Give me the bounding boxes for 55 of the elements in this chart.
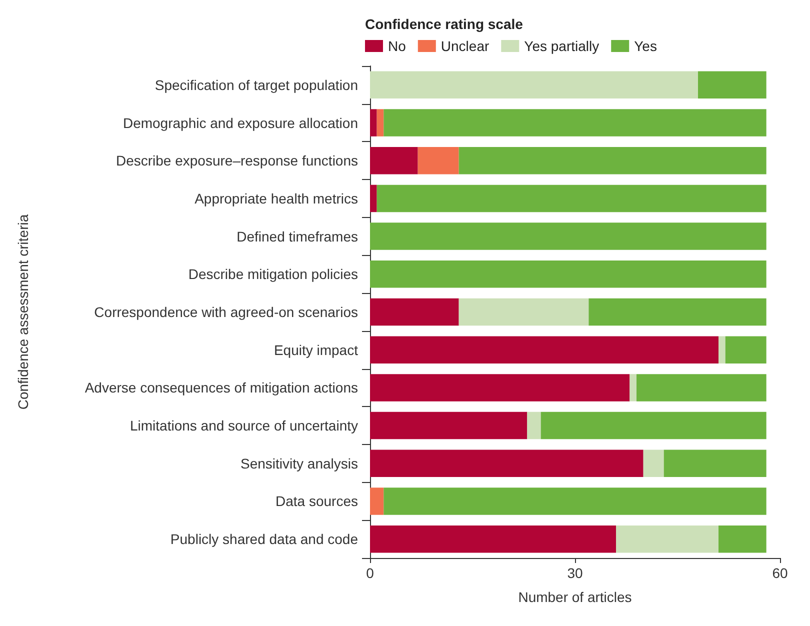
bar [384,488,766,515]
x-tick-label: 30 [567,565,583,581]
legend-label: Unclear [440,38,490,54]
bar [636,374,766,402]
bar [630,374,636,402]
bar [540,412,766,440]
bar [588,298,766,326]
y-axis-title: Confidence assessment criteria [15,214,31,410]
y-tick-label: Equity impact [274,342,358,358]
x-axis-title: Number of articles [518,589,632,605]
y-tick-label: Demographic and exposure allocation [122,114,358,131]
y-tick-label: Specification of target population [154,76,358,93]
bar [370,222,766,250]
bar [370,71,698,99]
bar [616,525,718,553]
legend-label: Yes partially [524,38,600,54]
y-tick-label: Describe exposure–response functions [116,152,358,169]
bar [370,450,644,478]
bar [370,298,459,326]
legend-label: No [388,38,406,54]
x-tick-label: 0 [366,565,374,581]
y-tick-label: Defined timeframes [236,228,358,244]
y-tick-label: Adverse consequences of mitigation actions [84,380,358,396]
bar [643,450,664,478]
y-tick-label: Limitations and source of uncertainty [130,418,358,434]
y-tick-label: Sensitivity analysis [240,455,358,472]
legend-title: Confidence rating scale [365,16,524,32]
bar [370,146,418,174]
y-tick-label: Publicly shared data and code [170,531,358,548]
bar [370,374,630,402]
bar [384,109,766,136]
legend-label: Yes [634,38,657,54]
bar [458,146,766,174]
bar [370,109,377,136]
y-tick-label: Describe mitigation policies [188,266,358,282]
bar [370,260,766,288]
y-tick-label: Data sources [276,493,358,510]
bar [370,488,384,515]
bar [527,412,541,440]
bar [718,525,766,553]
bar [718,336,726,364]
bar [376,109,384,136]
x-tick-label: 60 [772,565,788,581]
bar [698,71,766,99]
bar [664,450,766,478]
bar [458,298,589,326]
bar [376,184,766,212]
bar [370,525,616,553]
bar [418,146,459,174]
y-tick-label: Correspondence with agreed-on scenarios [94,304,358,320]
bar [370,336,718,364]
bar [725,336,766,364]
bar [370,184,377,212]
bar [370,412,528,440]
y-tick-label: Appropriate health metrics [194,190,358,206]
